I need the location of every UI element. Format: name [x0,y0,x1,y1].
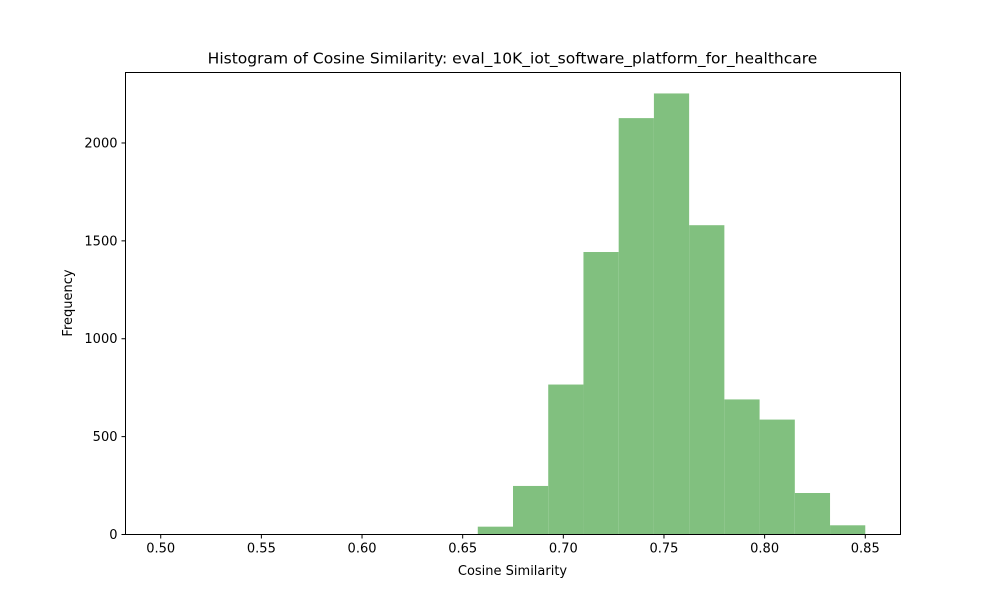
y-tick-label: 1000 [84,332,117,347]
x-tick-label: 0.55 [247,542,276,557]
x-axis-label: Cosine Similarity [458,564,568,579]
histogram-bar [830,525,866,535]
histogram-bar [759,419,795,535]
x-tick-label: 0.50 [146,542,175,557]
histogram-bar [548,384,584,535]
chart-title: Histogram of Cosine Similarity: eval_10K… [208,50,818,69]
x-tick-label: 0.75 [649,542,678,557]
x-tick-label: 0.70 [549,542,578,557]
axes-frame [125,72,901,535]
x-tick-label: 0.65 [448,542,477,557]
x-tick-label: 0.80 [750,542,779,557]
x-tick-label: 0.85 [851,542,880,557]
histogram-bar [653,93,690,535]
y-tick-label: 0 [109,528,117,543]
histogram-bar [618,118,654,535]
y-axis-label: Frequency [61,269,76,336]
bars-group [477,93,866,535]
histogram-bar [794,492,831,535]
histogram-bar [689,225,725,535]
y-axis: 0 500 1000 1500 2000 [84,136,126,543]
x-axis: 0.50 0.55 0.60 0.65 0.70 0.75 0.80 0.85 [146,534,880,557]
histogram-bar [724,399,760,535]
y-tick-label: 1500 [84,234,117,249]
histogram-bar [477,526,513,535]
y-tick-label: 2000 [84,136,117,151]
x-tick-label: 0.60 [348,542,377,557]
histogram-bar [583,252,619,535]
histogram-bar [513,485,549,535]
y-tick-label: 500 [93,430,118,445]
